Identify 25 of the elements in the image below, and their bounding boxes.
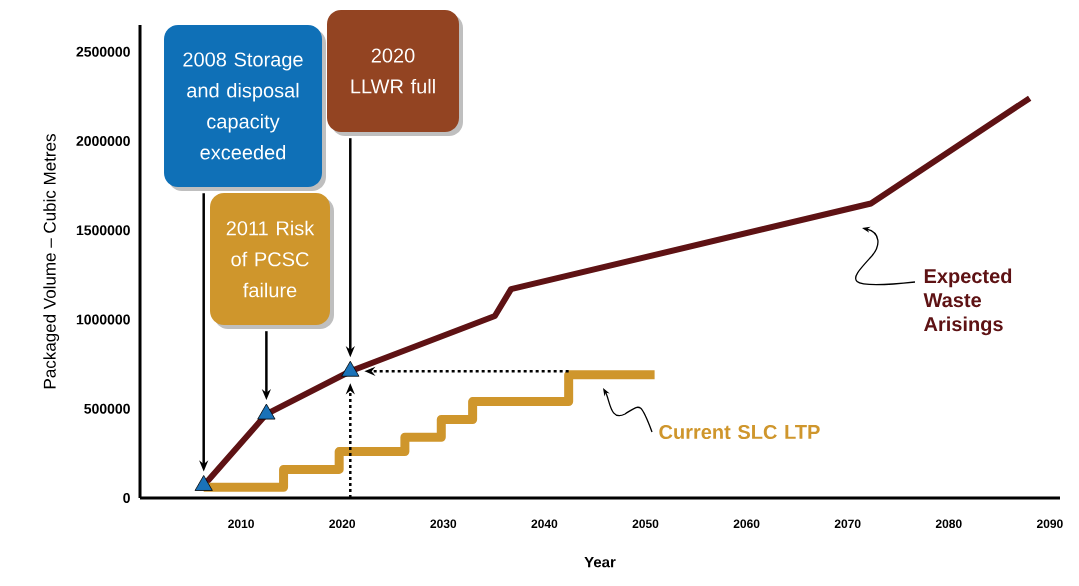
- x-tick-label: 2090: [1036, 519, 1063, 529]
- x-tick-label: 2070: [834, 519, 861, 529]
- y-tick-label: 500000: [84, 403, 130, 414]
- y-tick-label: 1500000: [76, 225, 130, 236]
- x-tick-label: 2080: [935, 519, 962, 529]
- annotation: 2011 Risk of PCSC failure: [226, 220, 315, 298]
- annotation: 2020 LLWR full: [351, 48, 435, 94]
- y-tick-label: 2000000: [76, 136, 130, 146]
- y-tick-label: 1000000: [76, 314, 130, 325]
- y-tick-label: 2500000: [76, 46, 130, 57]
- point: [341, 360, 360, 377]
- point: [257, 403, 276, 420]
- point: [194, 475, 213, 491]
- text: Current SLC LTP: [659, 424, 820, 440]
- annotation: 2008 Storage and disposal capacity exceeded: [183, 52, 303, 160]
- x-tick-label: 2020: [329, 519, 356, 529]
- y-tick-label: 0: [123, 493, 130, 503]
- x-tick-label: 2050: [632, 519, 659, 529]
- y-axis-title: Packaged Volume – Cubic Metres: [43, 134, 60, 389]
- x-tick-label: 2060: [733, 519, 760, 529]
- x-tick-label: 2030: [430, 519, 457, 529]
- x-tick-label: 2010: [228, 519, 254, 529]
- text: Expected Waste Arisings: [923, 268, 1012, 336]
- x-tick-label: 2040: [531, 519, 558, 529]
- x-axis-title: Year: [584, 556, 616, 568]
